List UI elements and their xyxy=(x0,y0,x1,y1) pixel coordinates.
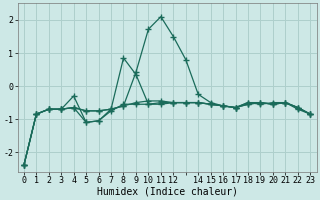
X-axis label: Humidex (Indice chaleur): Humidex (Indice chaleur) xyxy=(97,187,237,197)
